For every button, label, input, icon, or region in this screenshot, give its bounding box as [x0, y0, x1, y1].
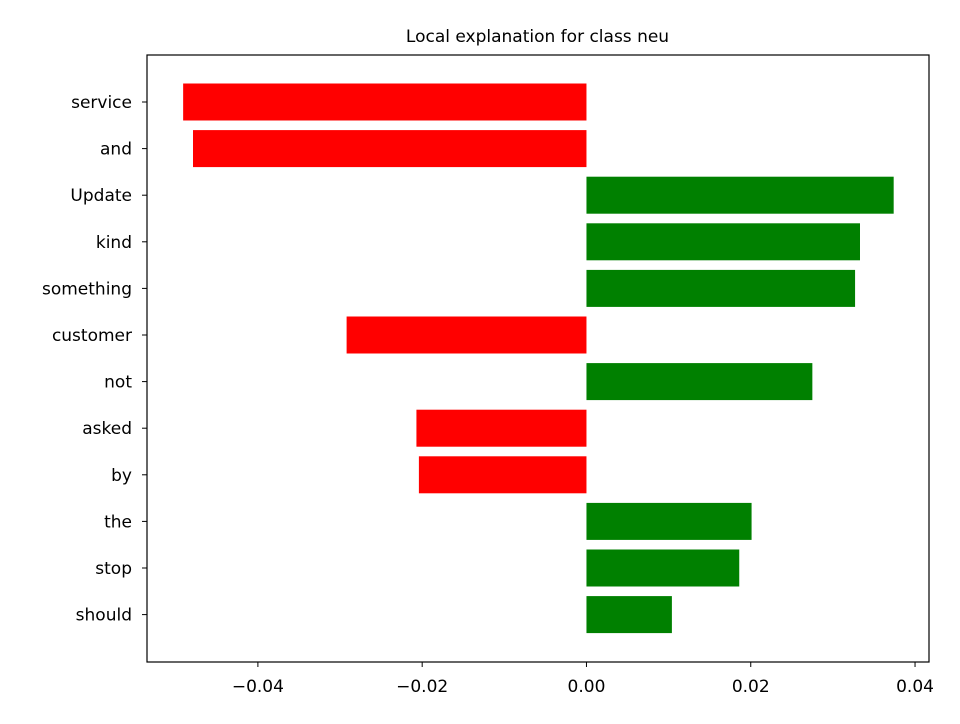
y-tick-label: asked: [82, 419, 132, 439]
y-tick-label: Update: [70, 186, 132, 206]
bar-not: [586, 363, 813, 401]
bars-layer: [183, 83, 894, 634]
y-tick-label: by: [111, 466, 132, 486]
y-tick-label: and: [100, 140, 132, 160]
y-tick-label: kind: [96, 233, 132, 253]
y-tick-label: stop: [95, 559, 132, 579]
y-tick-label: not: [104, 373, 132, 393]
bar-asked: [416, 409, 587, 447]
y-tick-label: customer: [52, 326, 132, 346]
y-tick-label: should: [76, 606, 132, 626]
bar-the: [586, 502, 752, 540]
bar-and: [193, 130, 587, 168]
x-tick-label: 0.00: [568, 677, 606, 697]
bar-should: [586, 596, 672, 634]
y-tick-label: the: [104, 512, 132, 532]
bar-customer: [346, 316, 587, 354]
y-tick-label: service: [71, 93, 132, 113]
bar-kind: [586, 223, 860, 261]
chart-title: Local explanation for class neu: [406, 27, 669, 47]
y-tick-label: something: [42, 279, 132, 299]
bar-update: [586, 176, 894, 214]
bar-something: [586, 269, 856, 307]
x-tick-label: 0.02: [732, 677, 770, 697]
bar-stop: [586, 549, 740, 587]
axes-layer: service and Update kind something customer not…: [42, 93, 934, 697]
plot-frame: [146, 54, 930, 663]
bar-by: [418, 456, 587, 494]
x-tick-label: 0.04: [896, 677, 934, 697]
bar-service: [183, 83, 587, 121]
x-tick-label: −0.02: [396, 677, 448, 697]
x-tick-label: −0.04: [232, 677, 284, 697]
